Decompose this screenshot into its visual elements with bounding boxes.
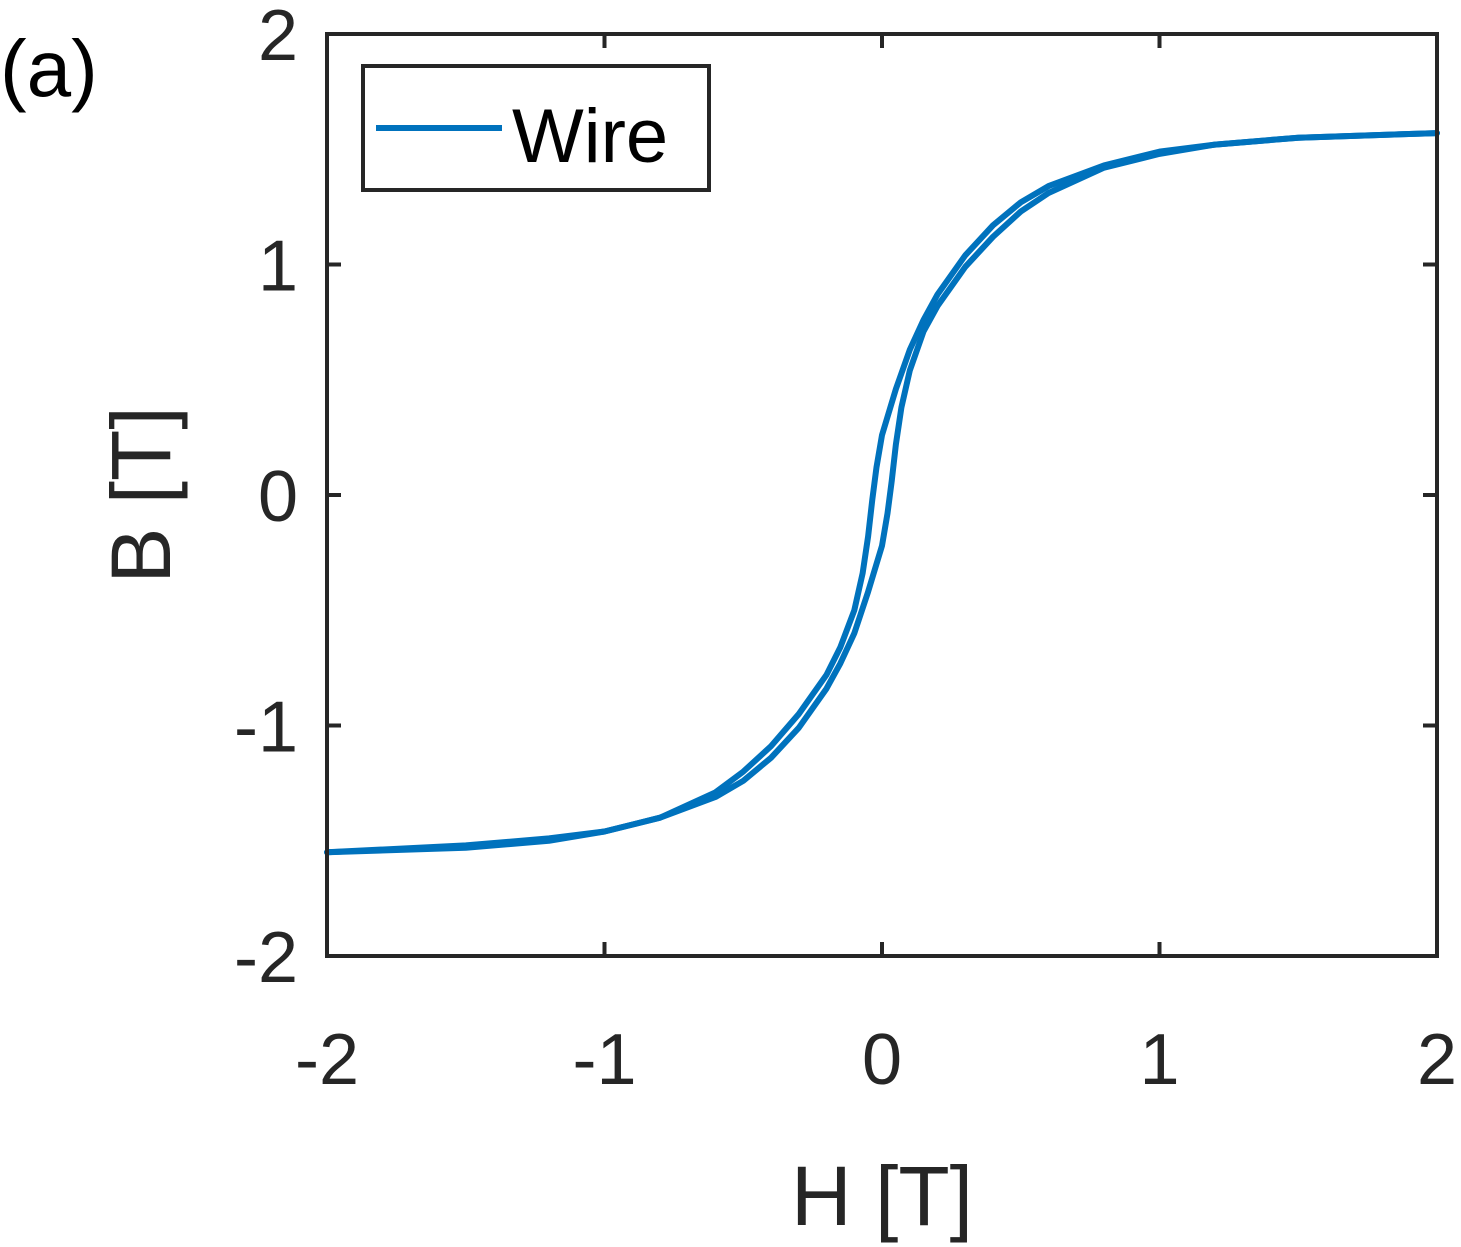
series-layer xyxy=(324,130,1440,856)
y-tick-label: 2 xyxy=(258,0,298,76)
y-axis-label: B [T] xyxy=(94,406,188,583)
y-tick-label: 1 xyxy=(258,227,298,307)
plot-frame xyxy=(325,32,1439,958)
y-tick-label: -2 xyxy=(234,918,298,998)
series-line-wire-ascending xyxy=(324,130,1440,856)
x-tick-label: 1 xyxy=(1139,1020,1179,1100)
series-line-wire-descending xyxy=(324,130,1440,856)
x-tick-label: -1 xyxy=(572,1020,636,1100)
legend-entry-wire: Wire xyxy=(512,94,668,179)
x-tick-label: -2 xyxy=(295,1020,359,1100)
x-axis-label: H [T] xyxy=(791,1149,973,1243)
panel-label: (a) xyxy=(0,24,98,113)
y-tick-label: -1 xyxy=(234,688,298,768)
y-tick-label: 0 xyxy=(258,457,298,537)
tick-layer: -2 -1 0 1 2 -2 -1 0 1 2 xyxy=(234,0,1457,1100)
x-tick-label: 0 xyxy=(862,1020,902,1100)
x-tick-label: 2 xyxy=(1417,1020,1457,1100)
legend: Wire xyxy=(361,64,711,192)
